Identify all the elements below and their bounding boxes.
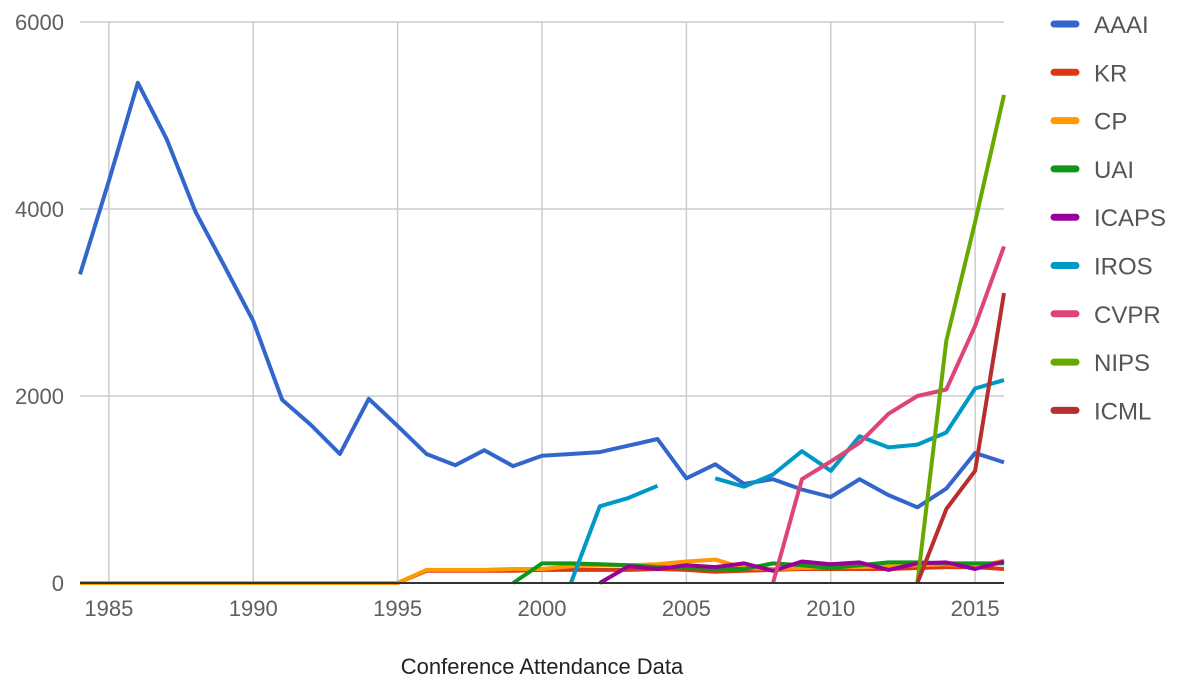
x-tick-label: 2010 — [806, 596, 855, 621]
legend-label-kr: KR — [1094, 60, 1127, 87]
series-line-cvpr — [771, 245, 1006, 584]
x-tick-label: 2015 — [951, 596, 1000, 621]
x-tick-label: 1995 — [373, 596, 422, 621]
series-line-icaps — [598, 559, 1005, 585]
x-tick-label: 2000 — [518, 596, 567, 621]
y-tick-label: 0 — [52, 571, 64, 596]
legend-label-icaps: ICAPS — [1094, 205, 1166, 232]
y-tick-label: 6000 — [15, 10, 64, 35]
series-line-iros — [569, 483, 659, 584]
legend-label-cp: CP — [1094, 109, 1127, 136]
grid — [80, 21, 1004, 583]
series-line-icml — [915, 292, 1006, 584]
y-tick-label: 2000 — [15, 384, 64, 409]
series-line-aaai — [78, 80, 1005, 510]
legend-label-uai: UAI — [1094, 157, 1134, 184]
series-line-nips — [915, 94, 1006, 584]
y-tick-label: 4000 — [15, 197, 64, 222]
legend-label-icml: ICML — [1094, 398, 1151, 425]
series-line-iros — [714, 378, 1005, 489]
x-tick-label: 1985 — [84, 596, 133, 621]
legend-label-aaai: AAAI — [1094, 12, 1149, 39]
legend-label-nips: NIPS — [1094, 350, 1150, 377]
legend-label-iros: IROS — [1094, 254, 1153, 281]
axes: 0 2000 4000 6000 1985 1990 1995 2000 2005 2010 201… — [15, 10, 1004, 621]
legend-label-cvpr: CVPR — [1094, 302, 1161, 329]
legend: AAAI KR CP UAI ICAPS IROS CVPR NIPS ICML — [1050, 12, 1166, 425]
x-tick-label: 2005 — [662, 596, 711, 621]
x-axis-title: Conference Attendance Data — [401, 654, 684, 679]
x-tick-label: 1990 — [229, 596, 278, 621]
